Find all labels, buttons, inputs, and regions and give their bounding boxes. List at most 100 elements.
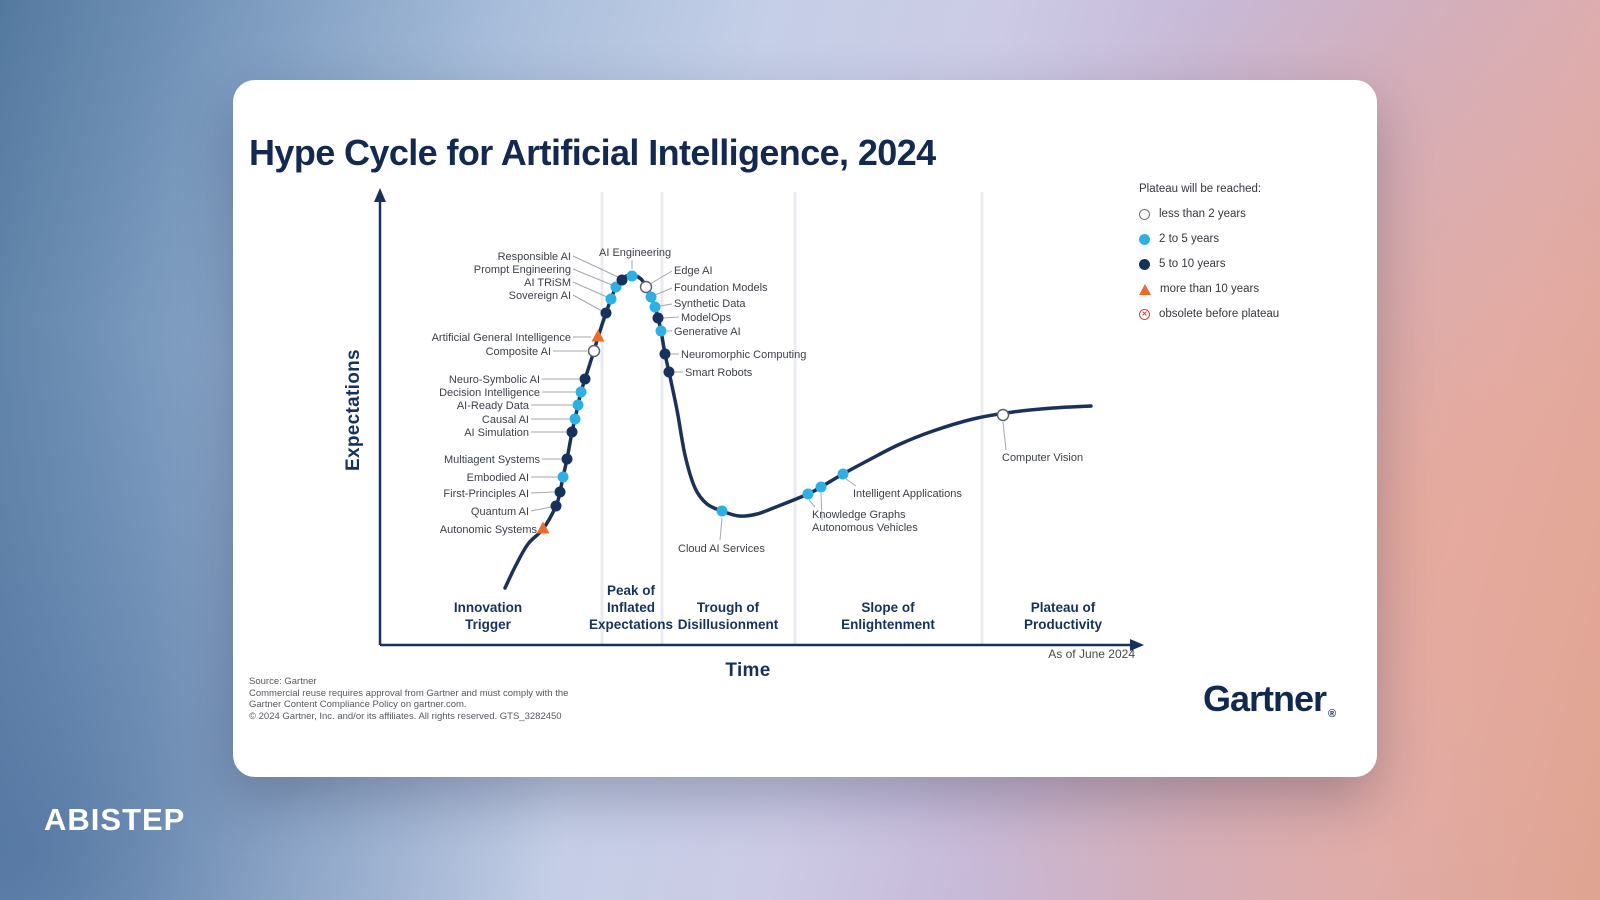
chart-point [652,312,664,324]
chart-point [569,413,581,425]
chart-point [579,373,591,385]
chart-point-label: Neuromorphic Computing [681,349,806,361]
chart-point-label: Generative AI [674,326,741,338]
chart-point [550,500,562,512]
legend-title: Plateau will be reached: [1139,183,1262,195]
chart-point-label: Sovereign AI [509,290,571,302]
chart-point-label: Intelligent Applications [853,488,962,500]
chart-point-triangle [591,329,605,342]
leader-line [572,294,603,312]
chart-point-open [996,408,1010,422]
chart-point [554,486,566,498]
leader-line [719,517,723,541]
legend-item-2-to-5-years: 2 to 5 years [1139,233,1374,245]
chart-point-label: Computer Vision [1002,452,1083,464]
legend-item-obsolete-before-plateau: ✕ obsolete before plateau [1139,308,1374,320]
hype-cycle-card: Hype Cycle for Artificial Intelligence, … [233,80,1377,777]
phase-label: Plateau of Productivity [1024,600,1103,632]
x-axis-label: Time [725,660,770,681]
chart-point [716,505,728,517]
orange-triangle-icon [1139,283,1151,295]
open-circle-icon [1139,208,1150,220]
chart-point-label: AI TRiSM [524,277,571,289]
chart-point-label: Composite AI [486,346,551,358]
chart-point [649,301,661,313]
chart-point-label: Causal AI [482,414,529,426]
y-axis-label: Expectations [343,349,364,471]
leader-line [530,491,555,494]
leader-line [659,303,673,307]
chart-point-label: Foundation Models [674,282,768,294]
chart-point-open [587,344,601,358]
chart-point-label: Cloud AI Services [678,543,765,555]
plateau-legend: Plateau will be reached: less than 2 yea… [1139,183,1374,333]
leader-line [572,268,613,286]
source-line: © 2024 Gartner, Inc. and/or its affiliat… [249,710,562,722]
chart-point-label: Neuro-Symbolic AI [449,374,540,386]
chart-point [600,307,612,319]
legend-label: obsolete before plateau [1159,308,1280,320]
chart-point-label: AI Engineering [599,247,671,259]
chart-point [802,488,814,500]
chart-title: Hype Cycle for Artificial Intelligence, … [249,132,936,173]
chart-point [626,270,638,282]
phase-label: Slope of Enlightenment [841,600,935,632]
y-axis-arrow-icon [374,188,386,202]
source-line: Gartner Content Compliance Policy on gar… [249,699,467,710]
source-line: Source: Gartner [249,676,317,687]
chart-point [561,453,573,465]
chart-point [557,471,569,483]
legend-label: 2 to 5 years [1159,233,1220,245]
leader-line [654,287,673,296]
legend-label: less than 2 years [1159,208,1246,220]
chart-point-label: Prompt Engineering [474,264,571,276]
hype-curve [503,273,1093,590]
chart-point [659,348,671,360]
chart-point-label: Artificial General Intelligence [432,332,571,344]
chart-point [605,293,617,305]
legend-item-less-than-2-years: less than 2 years [1139,208,1374,220]
leader-line [572,255,619,278]
chart-point-label: Multiagent Systems [444,454,540,466]
chart-point-open [639,280,653,294]
as-of-date: As of June 2024 [1048,647,1135,661]
chart-point [566,426,578,438]
leader-line [1002,421,1007,451]
chart-point [575,386,587,398]
legend-item-5-to-10-years: 5 to 10 years [1139,258,1374,270]
legend-label: 5 to 10 years [1159,258,1226,270]
chart-point [572,399,584,411]
chart-point [815,481,827,493]
chart-point-label: Synthetic Data [674,298,746,310]
chart-point-label: ModelOps [681,312,732,324]
chart-point-label: Edge AI [674,265,713,277]
chart-point [837,468,849,480]
phase-label: Trough of Disillusionment [678,600,779,632]
leader-line [662,316,680,319]
phase-label: Innovation Trigger [454,600,522,632]
hype-cycle-chart: Time Expectations Innovation Trigger Peak of… [343,188,1144,681]
chart-point-label: Smart Robots [685,367,753,379]
leader-line [845,478,857,487]
phase-label: Peak of Inflated Expectations [589,583,673,632]
chart-point-label: Autonomic Systems [440,524,538,536]
chart-point [645,291,657,303]
chart-point-label: AI Simulation [464,427,529,439]
chart-point-label: First-Principles AI [443,488,529,500]
chart-point-label: Quantum AI [471,506,529,518]
chart-point-label: Decision Intelligence [439,387,540,399]
chart-point-label: Embodied AI [467,472,529,484]
chart-point-label: AI-Ready Data [457,400,530,412]
chart-point-label: Autonomous Vehicles [812,522,918,534]
crossed-circle-icon: ✕ [1139,308,1150,320]
gartner-logo: Gartner ® [1203,678,1337,720]
chart-point-triangle [536,521,550,534]
chart-point [663,366,675,378]
x-axis-arrow-icon [1130,639,1144,651]
chart-point-label: Knowledge Graphs [812,509,906,521]
chart-point [616,274,628,286]
abistep-watermark: ABISTEP [44,802,186,837]
leader-line [530,506,552,512]
registered-mark-icon: ® [1328,708,1337,720]
blue-circle-icon [1139,233,1150,245]
